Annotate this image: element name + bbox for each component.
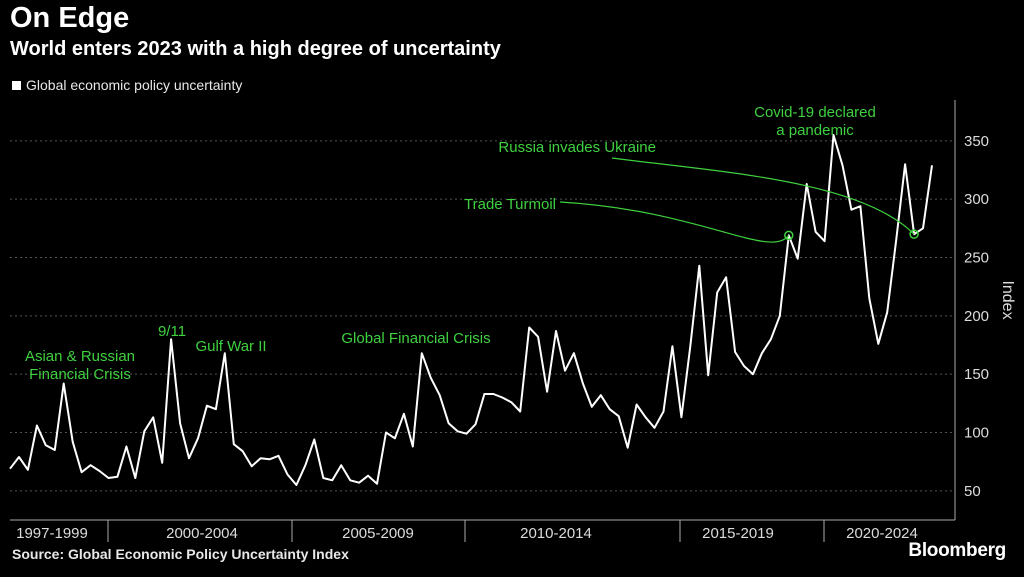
x-tick-label: 2015-2019 [702, 525, 774, 542]
x-tick-label: 2010-2014 [520, 525, 592, 542]
annotation-label: Asian & Russian Financial Crisis [25, 348, 135, 383]
legend-label: Global economic policy uncertainty [26, 77, 243, 93]
grid-lines [10, 140, 955, 492]
annotation-connector [559, 201, 790, 243]
series-line [9, 134, 933, 486]
y-tick-label: 200 [964, 308, 989, 325]
x-axis: 1997-1999 2000-2004 2005-2009 2010-2014 2015… [10, 519, 955, 542]
y-tick-label: 50 [964, 483, 981, 500]
y-tick-label: 150 [964, 366, 989, 383]
annotations: Asian & Russian Financial Crisis 9/11 Gulf … [25, 104, 919, 383]
y-tick-label: 300 [964, 191, 989, 208]
annotation-marker [784, 230, 794, 241]
x-tick-label: 2020-2024 [846, 525, 918, 542]
annotation-label: Russia invades Ukraine [498, 139, 656, 156]
y-axis: 50 100 150 200 250 300 350 Index [954, 100, 1016, 520]
bloomberg-logo: Bloomberg [908, 540, 1006, 561]
y-tick-label: 100 [964, 425, 989, 442]
annotation-label: 9/11 [158, 323, 186, 340]
annotation-label: Global Financial Crisis [341, 330, 490, 347]
x-tick-label: 1997-1999 [16, 525, 88, 542]
annotation-label: Gulf War II [195, 338, 266, 355]
annotation-label: Trade Turmoil [464, 196, 556, 213]
x-tick-label: 2005-2009 [342, 525, 414, 542]
y-tick-label: 350 [964, 133, 989, 150]
y-tick-label: 250 [964, 250, 989, 267]
chart-subtitle: World enters 2023 with a high degree of … [10, 38, 501, 60]
annotation-label: Covid-19 declared a pandemic [754, 104, 876, 139]
legend: Global economic policy uncertainty [12, 77, 242, 93]
x-tick-label: 2000-2004 [166, 525, 238, 542]
chart-title: On Edge [10, 2, 130, 34]
annotation-connector [611, 157, 915, 235]
legend-swatch [12, 80, 21, 90]
plot-area [9, 134, 933, 486]
y-axis-title: Index [999, 280, 1016, 319]
annotation-marker [909, 229, 919, 239]
source-note: Source: Global Economic Policy Uncertain… [12, 546, 349, 562]
